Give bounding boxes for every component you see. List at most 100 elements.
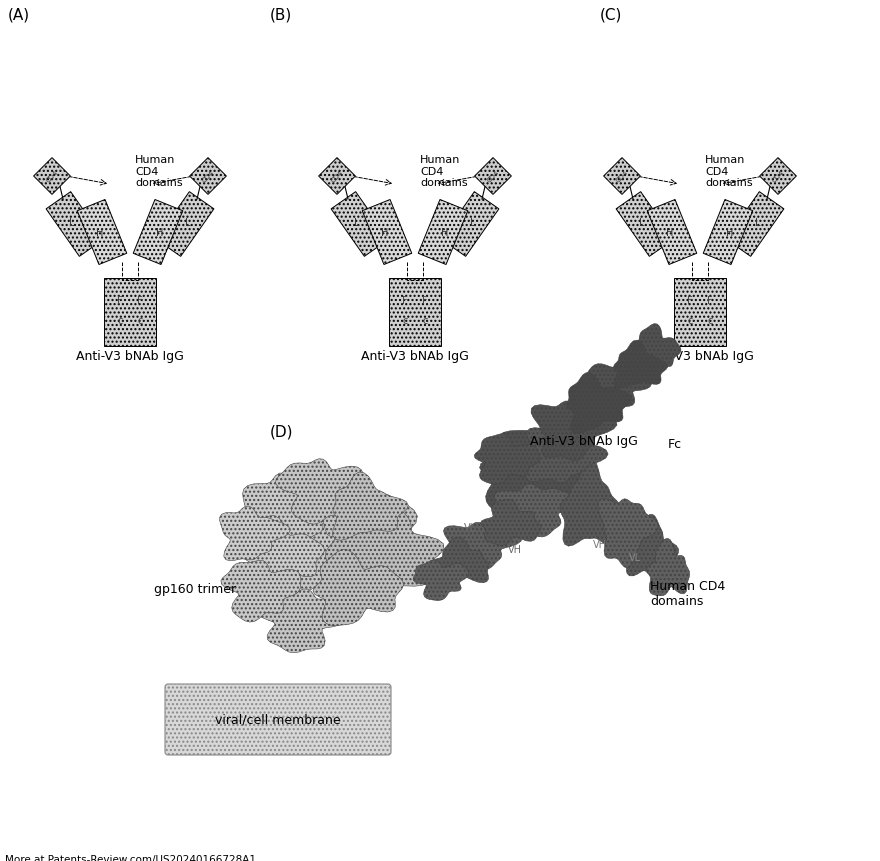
Polygon shape — [221, 561, 301, 623]
Text: VH: VH — [593, 539, 607, 549]
Text: c: c — [137, 316, 143, 325]
Text: c: c — [117, 316, 122, 325]
Text: CD4: CD4 — [615, 170, 629, 184]
Polygon shape — [604, 158, 641, 195]
Text: H: H — [666, 228, 674, 238]
Polygon shape — [726, 192, 784, 257]
Polygon shape — [326, 493, 444, 592]
Polygon shape — [389, 279, 441, 347]
Text: Human CD4
domains: Human CD4 domains — [650, 579, 725, 607]
Text: H: H — [96, 228, 104, 238]
Text: gp160 trimer: gp160 trimer — [154, 583, 236, 596]
Text: viral/cell membrane: viral/cell membrane — [216, 713, 341, 726]
Text: Fc: Fc — [668, 438, 682, 451]
Polygon shape — [276, 468, 417, 588]
Polygon shape — [275, 459, 364, 524]
Text: CD4: CD4 — [45, 170, 59, 184]
Polygon shape — [33, 158, 70, 195]
Text: Anti-V3 bNAb IgG: Anti-V3 bNAb IgG — [530, 435, 638, 448]
Polygon shape — [647, 539, 690, 596]
Text: F: F — [687, 295, 693, 306]
Polygon shape — [474, 158, 511, 195]
Polygon shape — [616, 192, 674, 257]
Text: (A): (A) — [8, 8, 30, 23]
Text: H: H — [726, 228, 734, 238]
Text: F: F — [708, 295, 713, 306]
Text: CD4: CD4 — [771, 170, 785, 184]
Text: F: F — [402, 295, 407, 306]
Polygon shape — [525, 423, 608, 483]
FancyBboxPatch shape — [165, 684, 391, 755]
Polygon shape — [413, 561, 469, 601]
Polygon shape — [634, 325, 681, 370]
Polygon shape — [480, 499, 541, 546]
Text: (B): (B) — [270, 8, 292, 23]
Text: VL: VL — [464, 523, 476, 532]
Polygon shape — [189, 158, 226, 195]
Polygon shape — [587, 362, 651, 410]
Polygon shape — [156, 192, 214, 257]
Text: Anti-V3 bNAb IgG: Anti-V3 bNAb IgG — [646, 350, 754, 362]
Text: L: L — [470, 218, 476, 228]
Polygon shape — [77, 201, 127, 265]
Polygon shape — [254, 589, 348, 653]
Text: VH: VH — [508, 544, 522, 554]
Text: H: H — [441, 228, 449, 238]
Polygon shape — [474, 435, 540, 485]
Text: L: L — [355, 218, 360, 228]
Polygon shape — [532, 401, 617, 461]
Text: c: c — [687, 316, 693, 325]
Text: H: H — [157, 228, 164, 238]
Text: F: F — [117, 295, 123, 306]
Polygon shape — [243, 516, 325, 588]
Polygon shape — [647, 201, 697, 265]
Text: L: L — [70, 218, 75, 228]
Polygon shape — [495, 484, 579, 537]
Text: H: H — [381, 228, 389, 238]
Text: Human
CD4
domains: Human CD4 domains — [420, 155, 467, 188]
Text: L: L — [639, 218, 645, 228]
Text: CD4: CD4 — [486, 170, 500, 184]
Polygon shape — [429, 537, 489, 584]
Polygon shape — [613, 341, 668, 388]
Text: Human
CD4
domains: Human CD4 domains — [705, 155, 752, 188]
Polygon shape — [560, 457, 620, 547]
Polygon shape — [441, 192, 499, 257]
Polygon shape — [262, 509, 367, 598]
Polygon shape — [703, 201, 752, 265]
Text: VL: VL — [629, 553, 641, 562]
Polygon shape — [444, 523, 522, 570]
Text: (D): (D) — [270, 424, 294, 439]
Polygon shape — [759, 158, 796, 195]
Polygon shape — [333, 473, 408, 541]
Polygon shape — [480, 430, 586, 519]
Text: Anti-V3 bNAb IgG: Anti-V3 bNAb IgG — [76, 350, 184, 362]
Polygon shape — [46, 192, 104, 257]
Text: F: F — [422, 295, 428, 306]
Polygon shape — [319, 158, 356, 195]
Text: c: c — [422, 316, 428, 325]
Text: Human
CD4
domains: Human CD4 domains — [135, 155, 183, 188]
Text: L: L — [186, 218, 191, 228]
Text: L: L — [755, 218, 760, 228]
Polygon shape — [220, 506, 290, 561]
Polygon shape — [363, 201, 412, 265]
Polygon shape — [674, 279, 726, 347]
Polygon shape — [133, 201, 183, 265]
Polygon shape — [418, 201, 468, 265]
Text: c: c — [402, 316, 407, 325]
Text: CD4: CD4 — [201, 170, 216, 184]
Text: More at Patents-Review.com/US20240166728A1: More at Patents-Review.com/US20240166728… — [5, 854, 256, 861]
Text: c: c — [708, 316, 713, 325]
Text: Anti-V3 bNAb IgG: Anti-V3 bNAb IgG — [361, 350, 469, 362]
Polygon shape — [313, 550, 404, 626]
Text: F: F — [137, 295, 143, 306]
Polygon shape — [243, 474, 342, 548]
Polygon shape — [627, 515, 678, 576]
Polygon shape — [567, 374, 632, 434]
Polygon shape — [598, 499, 658, 568]
Polygon shape — [331, 192, 389, 257]
Text: (C): (C) — [600, 8, 622, 23]
Polygon shape — [104, 279, 156, 347]
Text: CD4: CD4 — [330, 170, 344, 184]
